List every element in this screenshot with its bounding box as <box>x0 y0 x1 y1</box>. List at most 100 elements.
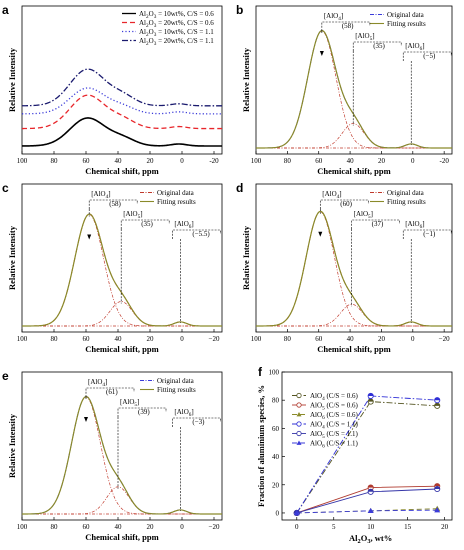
subscript: 6 <box>420 224 423 230</box>
x-axis-label: Al2O3, wt% <box>349 533 392 545</box>
data-point-half <box>368 393 374 396</box>
subscript: 4 <box>102 382 105 388</box>
text-part: [AlO <box>405 42 419 50</box>
text-part: [AlO <box>174 220 188 228</box>
x-tick-label: 40 <box>115 523 123 531</box>
text-part: AlO <box>310 430 322 438</box>
text-part: O <box>361 533 368 543</box>
legend-entry: AlO5 (C/S = 1.1) <box>310 430 358 440</box>
subscript: 2 <box>146 41 149 47</box>
subscript: 5 <box>138 214 141 220</box>
annotation-bracket <box>351 219 400 229</box>
x-tick-label: 0 <box>411 157 415 165</box>
panel-d: d 100 80 60 40 20 0 −20 Chemical shift, ppm Relat… <box>236 181 453 354</box>
annotation-arrow <box>84 417 88 423</box>
subscript: 5 <box>322 434 325 440</box>
legend-marker <box>296 402 302 408</box>
x-tick-label: 40 <box>347 335 355 343</box>
text-part: Al <box>349 533 358 543</box>
text-part: O <box>149 10 154 18</box>
x-tick-label: 20 <box>147 335 155 343</box>
legend-entry: Al2O3 = 10wt%, C/S = 0.6 <box>139 10 214 20</box>
panel-a: a 100 80 60 40 20 0 -20 Chemical shift, ppm Relat… <box>2 3 223 176</box>
legend-marker <box>296 421 302 427</box>
text-part: Al <box>139 10 146 18</box>
y-tick-label: 100 <box>269 369 280 377</box>
legend-entry: AlO4 (C/S = 0.6) <box>310 392 358 402</box>
text-part: [AlO <box>88 378 102 386</box>
x-tick-label: 5 <box>332 523 336 531</box>
subscript: 2 <box>146 32 149 38</box>
text-part: AlO <box>310 402 322 410</box>
panel-e: e 100 80 60 40 20 0 −20 Chemical shift, ppm Relat… <box>2 369 223 542</box>
component-peak <box>256 303 452 327</box>
text-part: [AlO <box>123 210 137 218</box>
y-axis-label: Relative Intensity <box>7 225 17 290</box>
plot-frame <box>21 5 223 155</box>
y-axis-label: Relative Intensity <box>7 47 17 112</box>
series-line <box>22 117 222 147</box>
data-point <box>434 507 441 513</box>
series-line <box>296 488 438 514</box>
x-tick-label: -20 <box>439 157 449 165</box>
series-line <box>296 508 438 514</box>
legend-marker <box>296 430 302 437</box>
plot-frame <box>255 5 453 155</box>
legend-entry: Original data <box>157 189 195 197</box>
subscript: 6 <box>322 415 325 421</box>
data-point-half <box>434 403 440 406</box>
component-peak <box>22 321 222 327</box>
text-part: ] <box>422 220 424 228</box>
x-tick-label: 80 <box>51 523 59 531</box>
peak-shift-label: (−5) <box>423 52 436 60</box>
x-tick-label: 100 <box>251 157 262 165</box>
peak-species-label: [AlO6] <box>405 220 424 230</box>
text-part: Al <box>139 28 146 36</box>
peak-shift-label: (58) <box>109 200 121 208</box>
subscript: 2 <box>358 538 361 545</box>
annotation-bracket <box>172 229 221 239</box>
x-axis-label: Chemical shift, ppm <box>317 344 390 354</box>
y-tick-label: 20 <box>272 481 280 489</box>
panel-c: c 100 80 60 40 20 0 −20 Chemical shift, ppm Relat… <box>2 181 223 354</box>
text-part: (C/S = 0.6) <box>325 392 359 400</box>
text-part: = 10wt%, C/S = 0.6 <box>156 10 214 18</box>
peak-species-label: [AlO4] <box>88 378 107 388</box>
text-part: AlO <box>310 392 322 400</box>
y-axis-label: Relative Intensity <box>7 413 17 478</box>
text-part: ] <box>341 12 343 20</box>
x-tick-label: 20 <box>147 523 155 531</box>
subscript: 5 <box>134 402 137 408</box>
annotation-bracket <box>120 219 170 229</box>
text-part: AlO <box>310 440 322 448</box>
component-peak <box>256 321 452 327</box>
annotation-bracket <box>117 407 167 417</box>
data-point <box>293 509 300 516</box>
subscript: 5 <box>322 406 325 412</box>
legend-entry: AlO6 (C/S = 1.1) <box>310 440 358 450</box>
series-line <box>296 509 438 514</box>
y-axis-label: Relative Intensity <box>241 47 251 112</box>
legend-entry: AlO5 (C/S = 0.6) <box>310 402 358 412</box>
x-axis-label: Chemical shift, ppm <box>85 532 158 542</box>
x-tick-label: 40 <box>347 157 355 165</box>
peak-shift-label: (61) <box>106 388 118 396</box>
annotation-bracket <box>352 41 402 51</box>
legend-entry: Fitting results <box>157 386 196 394</box>
plot-frame <box>255 183 453 333</box>
subscript: 4 <box>338 16 341 22</box>
x-tick-label: 0 <box>180 157 184 165</box>
subscript: 6 <box>189 224 192 230</box>
peak-shift-label: (60) <box>340 200 352 208</box>
panel-f: f 0 5 10 15 20 0 20 40 60 80 100 Al2O3, wt% Fraction … <box>256 365 453 545</box>
fitting-results-line <box>22 395 222 515</box>
peak-shift-label: (35) <box>141 220 153 228</box>
series-line <box>21 94 222 130</box>
text-part: [AlO <box>91 190 105 198</box>
text-part: ] <box>372 32 374 40</box>
legend-entry: AlO6 (C/S = 0.6) <box>310 411 358 421</box>
component-peak <box>256 143 452 149</box>
y-axis-label: Relative Intensity <box>241 225 251 290</box>
data-point-half <box>434 483 440 487</box>
text-part: (C/S = 1.1) <box>325 430 359 438</box>
